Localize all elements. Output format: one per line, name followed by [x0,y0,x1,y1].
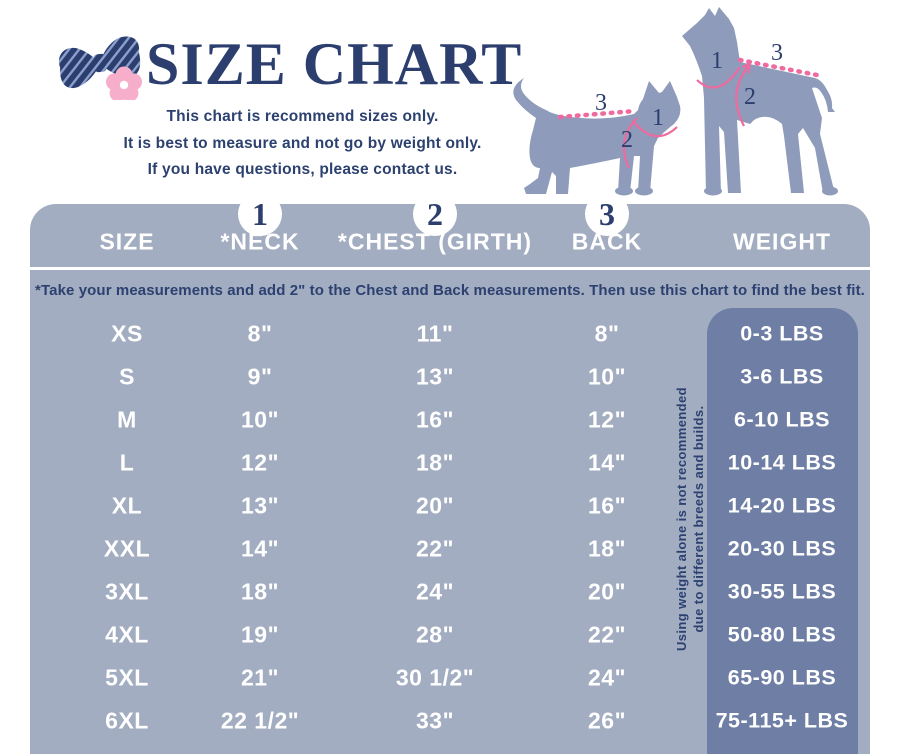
cell-3XL-back: 20" [588,578,626,605]
flower-icon [106,66,142,100]
cell-L-neck: 12" [241,449,279,476]
page-title: SIZE CHART [146,31,523,97]
cell-M-chest: 16" [416,406,454,433]
cat-neck-measure-arc [632,120,678,138]
weight-column-background [707,308,858,754]
cell-XXL-neck: 14" [241,535,279,562]
cell-4XL-neck: 19" [241,621,279,648]
cell-XS-back: 8" [594,320,620,347]
cell-3XL-chest: 24" [416,578,454,605]
cell-4XL-size: 4XL [105,621,149,648]
cell-5XL-back: 24" [588,664,626,691]
cat-paw [635,186,653,196]
cat-silhouette [513,78,681,194]
cell-6XL-neck: 22 1/2" [220,707,300,734]
cell-XL-weight: 14-20 LBS [727,493,837,518]
weight-warning-line-1: Using weight alone is not recommended [674,387,689,652]
dog-silhouette [682,7,836,193]
dog-chest-measure-arc [735,62,752,127]
cell-3XL-neck: 18" [241,578,279,605]
cell-XXL-chest: 22" [416,535,454,562]
bowtie-icon [59,36,141,88]
subtitle-line-2: It is best to measure and not go by weig… [123,134,482,152]
weight-warning-line-2: due to different breeds and builds. [691,405,706,633]
column-header-chest: *CHEST (GIRTH) [337,228,533,255]
cell-M-weight: 6-10 LBS [733,407,831,432]
cell-S-chest: 13" [416,363,454,390]
neck-marker-badge: 1 [238,192,282,236]
column-header-size: SIZE [99,228,155,255]
cell-XS-size: XS [111,320,143,347]
cell-XXL-weight: 20-30 LBS [727,536,837,561]
cell-XS-chest: 11" [416,320,454,347]
cell-XL-chest: 20" [416,492,454,519]
subtitle-line-3: If you have questions, please contact us… [147,161,458,178]
size-rows: XS 8" 11" 8" 0-3 LBS S 9" 13" 10" 3-6 LBS M 10" 16" 1… [30,312,870,742]
chest-marker-number: 2 [427,195,443,232]
cell-M-size: M [117,406,137,433]
cell-5XL-neck: 21" [241,664,279,691]
cell-5XL-chest: 30 1/2" [395,664,475,691]
cat-chest-number: 2 [621,127,633,153]
cat-back-measure-line [557,108,638,120]
size-table: 1 2 3 SIZE *NECK *CHEST (GIRTH) BACK WEI… [30,192,870,754]
cat-paw [615,186,633,196]
cell-L-size: L [119,449,135,476]
header-divider [30,267,870,270]
neck-marker-number: 1 [252,195,268,232]
subtitle-line-1: This chart is recommend sizes only. [166,108,439,125]
column-header-neck: *NECK [220,228,300,255]
cell-L-weight: 10-14 LBS [727,450,837,475]
cell-XXL-back: 18" [588,535,626,562]
cell-6XL-chest: 33" [416,707,454,734]
cell-M-back: 12" [588,406,626,433]
cell-3XL-weight: 30-55 LBS [727,579,837,604]
pet-measurement-diagram: 3 1 2 1 3 2 [513,7,838,196]
cell-5XL-size: 5XL [105,664,149,691]
cell-6XL-back: 26" [588,707,626,734]
brand-mark [59,36,142,100]
dog-neck-measure-arc [696,66,741,89]
cell-L-chest: 18" [416,449,454,476]
cell-5XL-weight: 65-90 LBS [727,665,837,690]
cell-XXL-size: XXL [103,535,151,562]
cell-4XL-weight: 50-80 LBS [727,622,837,647]
back-marker-badge: 3 [585,192,629,236]
cell-XS-weight: 0-3 LBS [740,321,824,346]
column-header-weight: WEIGHT [733,228,831,255]
cat-chest-measure-arc [622,117,638,169]
cell-XL-neck: 13" [241,492,279,519]
cell-XL-back: 16" [588,492,626,519]
cell-XS-neck: 8" [247,320,273,347]
cell-4XL-back: 22" [588,621,626,648]
cell-4XL-chest: 28" [416,621,454,648]
measurement-note: *Take your measurements and add 2" to th… [35,282,865,299]
weight-warning-note: Using weight alone is not recommended du… [673,374,707,664]
cell-L-back: 14" [588,449,626,476]
dog-paw [822,186,838,196]
dog-back-number: 3 [771,40,783,66]
subtitle: This chart is recommend sizes only. It i… [55,104,550,184]
cell-6XL-size: 6XL [105,707,149,734]
dog-neck-number: 1 [711,48,723,74]
cat-back-number: 3 [595,90,607,116]
cell-M-neck: 10" [241,406,279,433]
cell-S-neck: 9" [247,363,273,390]
cell-3XL-size: 3XL [105,578,149,605]
cell-S-back: 10" [588,363,626,390]
cell-XL-size: XL [111,492,143,519]
dog-paw [704,186,722,196]
cell-6XL-weight: 75-115+ LBS [715,708,849,733]
cell-S-weight: 3-6 LBS [740,364,824,389]
back-marker-number: 3 [599,195,615,232]
column-header-back: BACK [571,228,643,255]
cell-S-size: S [119,363,135,390]
cat-neck-number: 1 [652,105,664,131]
chest-marker-badge: 2 [413,192,457,236]
dog-chest-number: 2 [744,84,756,110]
